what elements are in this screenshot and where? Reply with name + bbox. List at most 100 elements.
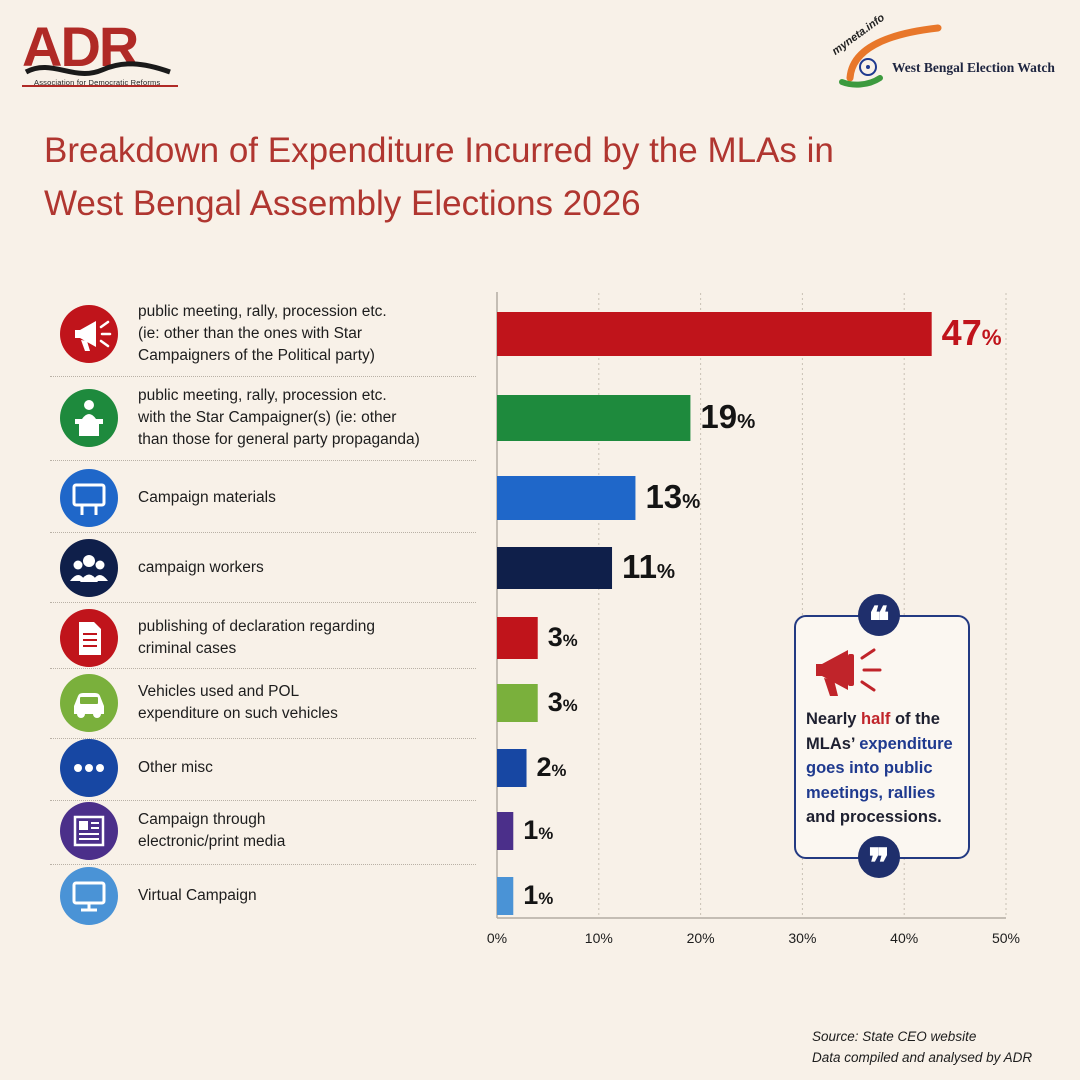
row-divider bbox=[50, 376, 476, 377]
bar-value-number: 19 bbox=[700, 398, 738, 436]
india-flag-swoosh-icon bbox=[839, 24, 942, 88]
x-tick-label: 30% bbox=[788, 930, 817, 946]
bar-value-number: 1 bbox=[523, 814, 539, 845]
callout-text-4: meetings, rallies bbox=[806, 783, 936, 802]
callout-text-2b: expenditure bbox=[859, 734, 953, 753]
callout-box bbox=[794, 615, 970, 859]
bar-value-label: 11% bbox=[622, 548, 675, 586]
source-note: Source: State CEO website Data compiled … bbox=[812, 1026, 1032, 1068]
bar-value-label: 47% bbox=[942, 312, 1002, 354]
bar bbox=[497, 617, 538, 659]
x-tick-label: 40% bbox=[890, 930, 919, 946]
bar-value-suffix: % bbox=[551, 760, 567, 780]
close-quote-icon: ❞ bbox=[858, 836, 900, 886]
bar-value-suffix: % bbox=[737, 410, 756, 434]
category-label: publishing of declaration regarding crim… bbox=[138, 618, 375, 657]
bar bbox=[497, 395, 691, 441]
newspaper-icon bbox=[60, 802, 118, 860]
bar-value-label: 3% bbox=[548, 687, 578, 718]
callout-text: Nearly half of the MLAs’ expenditure goe… bbox=[806, 707, 966, 830]
title-line-1: Breakdown of Expenditure Incurred by the… bbox=[44, 131, 834, 170]
category-row: campaign workers bbox=[50, 532, 476, 602]
title-line-2: West Bengal Assembly Elections 2026 bbox=[44, 184, 641, 223]
category-label: public meeting, rally, procession etc. w… bbox=[138, 387, 420, 448]
bar-value-label: 1% bbox=[523, 815, 553, 846]
category-label: campaign workers bbox=[138, 559, 264, 576]
row-divider bbox=[50, 532, 476, 533]
billboard-icon bbox=[60, 469, 118, 527]
row-divider bbox=[50, 800, 476, 801]
x-tick-label: 20% bbox=[686, 930, 715, 946]
bar-value-label: 3% bbox=[548, 622, 578, 653]
category-label: Other misc bbox=[138, 759, 213, 776]
bar-value-suffix: % bbox=[656, 560, 676, 584]
page-title: Breakdown of Expenditure Incurred by the… bbox=[44, 124, 1044, 230]
callout-highlight-half: half bbox=[861, 710, 891, 728]
bar-value-number: 2 bbox=[536, 751, 552, 782]
monitor-icon bbox=[60, 867, 118, 925]
bar-value-number: 3 bbox=[547, 621, 563, 652]
megaphone-icon bbox=[60, 305, 118, 363]
more-dots-icon bbox=[60, 739, 118, 797]
bar-value-number: 1 bbox=[523, 879, 539, 910]
open-quote-icon: ❝ bbox=[858, 594, 900, 644]
source-line-2: Data compiled and analysed by ADR bbox=[812, 1050, 1033, 1065]
adr-swoosh-icon bbox=[22, 61, 178, 87]
category-label: Virtual Campaign bbox=[138, 887, 257, 904]
x-tick-label: 50% bbox=[991, 930, 1021, 946]
callout-megaphone-icon bbox=[816, 648, 882, 696]
bar bbox=[497, 749, 527, 787]
bar bbox=[497, 547, 613, 589]
category-label: Vehicles used and POL expenditure on suc… bbox=[138, 683, 338, 722]
bar-value-suffix: % bbox=[562, 695, 578, 715]
people-group-icon bbox=[60, 539, 118, 597]
row-divider bbox=[50, 460, 476, 461]
bar bbox=[497, 684, 538, 722]
adr-tagline: Association for Democratic Reforms bbox=[34, 78, 161, 87]
category-label: public meeting, rally, procession etc. (… bbox=[138, 303, 387, 364]
callout-text-5: and processions. bbox=[806, 808, 942, 826]
speaker-podium-icon bbox=[60, 389, 118, 447]
bar-value-suffix: % bbox=[538, 888, 554, 908]
source-line-1: Source: State CEO website bbox=[812, 1029, 977, 1044]
category-label: Campaign materials bbox=[138, 489, 276, 506]
callout-text-2a: MLAs’ bbox=[806, 734, 860, 753]
category-row: public meeting, rally, procession etc. w… bbox=[50, 376, 476, 460]
category-row: publishing of declaration regarding crim… bbox=[50, 602, 476, 668]
x-tick-label: 0% bbox=[486, 930, 508, 946]
bar-value-number: 13 bbox=[645, 478, 683, 516]
partner-title: West Bengal Election Watch bbox=[892, 60, 1055, 75]
category-label: Campaign through electronic/print media bbox=[138, 811, 286, 850]
bar-value-suffix: % bbox=[538, 823, 554, 843]
bar-value-number: 11 bbox=[622, 548, 657, 586]
row-divider bbox=[50, 738, 476, 739]
category-row: Campaign through electronic/print media bbox=[50, 800, 476, 864]
row-divider bbox=[50, 602, 476, 603]
bar-value-label: 19% bbox=[700, 398, 755, 436]
bar-value-label: 13% bbox=[645, 478, 700, 516]
row-divider bbox=[50, 668, 476, 669]
category-row: Other misc bbox=[50, 738, 476, 800]
category-row: Vehicles used and POL expenditure on suc… bbox=[50, 668, 476, 738]
bar-value-number: 47 bbox=[941, 312, 982, 354]
bar-value-label: 2% bbox=[537, 752, 567, 783]
bar bbox=[497, 312, 932, 356]
document-icon bbox=[60, 609, 118, 667]
category-row: Virtual Campaign bbox=[50, 864, 476, 930]
category-row: public meeting, rally, procession etc. (… bbox=[50, 292, 476, 376]
bar bbox=[497, 476, 636, 520]
bar-value-suffix: % bbox=[562, 630, 578, 650]
bar-value-number: 3 bbox=[547, 686, 563, 717]
row-divider bbox=[50, 864, 476, 865]
myneta-logo: myneta.info West Bengal Election Watch bbox=[828, 12, 1068, 90]
adr-logo: ADR Association for Democratic Reforms bbox=[22, 18, 182, 90]
car-icon bbox=[60, 674, 118, 732]
bar-value-suffix: % bbox=[981, 325, 1002, 351]
x-tick-label: 10% bbox=[584, 930, 613, 946]
callout-text-1a: Nearly bbox=[806, 710, 862, 728]
bar bbox=[497, 877, 514, 915]
bar-value-suffix: % bbox=[682, 490, 701, 514]
callout-text-1c: of the bbox=[890, 710, 940, 728]
category-row: Campaign materials bbox=[50, 460, 476, 532]
bar bbox=[497, 812, 514, 850]
